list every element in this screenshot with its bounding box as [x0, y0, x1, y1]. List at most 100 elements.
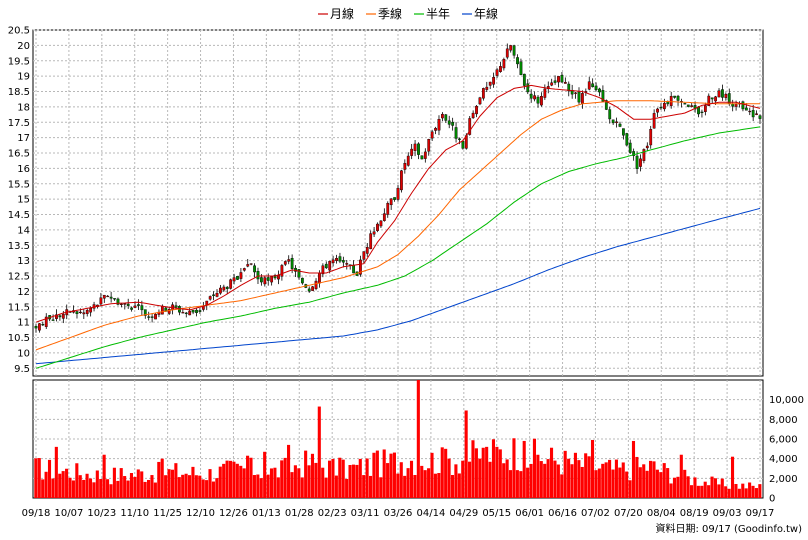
candle-body — [461, 141, 465, 149]
volume-bar — [256, 474, 260, 498]
price-tick-label: 18 — [17, 102, 30, 113]
candle-body — [669, 95, 673, 106]
candle-body — [307, 288, 311, 292]
candle-body — [379, 220, 383, 227]
candle-body — [437, 119, 441, 131]
volume-bar — [594, 470, 598, 498]
candle-body — [34, 326, 38, 329]
candle-body — [444, 114, 448, 121]
candle-body — [314, 280, 318, 289]
candle-body — [615, 121, 618, 123]
candle-body — [140, 305, 144, 311]
candle-body — [748, 110, 752, 113]
candle-body — [710, 97, 714, 100]
x-tick-label: 01/13 — [252, 508, 281, 519]
price-tick-label: 18.5 — [8, 87, 30, 98]
price-tick-label: 13.5 — [8, 241, 30, 252]
candle-body — [481, 88, 485, 99]
volume-bar — [235, 463, 239, 498]
candle-body — [581, 93, 584, 104]
price-tick-label: 17 — [17, 133, 30, 144]
volume-bar — [474, 448, 478, 498]
volume-bar — [297, 468, 301, 498]
volume-bar — [406, 468, 410, 498]
volume-bar — [167, 469, 171, 498]
x-tick-label: 11/10 — [120, 508, 149, 519]
candle-body — [423, 151, 427, 159]
price-tick-label: 16.5 — [8, 149, 30, 160]
x-tick-label: 07/20 — [614, 508, 643, 519]
volume-bar — [515, 470, 519, 498]
volume-bar — [505, 459, 509, 498]
candle-body — [396, 187, 400, 200]
x-tick-label: 03/11 — [351, 508, 380, 519]
volume-tick-label: 0 — [769, 494, 775, 505]
volume-bar — [37, 458, 41, 498]
volume-bar — [649, 460, 653, 498]
volume-bar — [683, 469, 687, 498]
candle-body — [587, 81, 591, 90]
candle-body — [475, 105, 478, 115]
volume-bar — [748, 482, 752, 498]
price-tick-label: 12 — [17, 287, 30, 298]
volume-bar — [314, 462, 318, 498]
volume-bar — [68, 477, 72, 498]
volume-bar — [717, 484, 721, 498]
volume-bar — [399, 462, 403, 498]
candle-body — [242, 268, 246, 271]
candle-body — [533, 95, 536, 100]
candle-body — [150, 316, 154, 318]
volume-bar — [392, 452, 396, 498]
volume-bar — [358, 458, 362, 498]
volume-bar — [198, 475, 202, 498]
candle-body — [270, 276, 274, 283]
volume-bar — [65, 468, 69, 498]
volume-bar — [700, 485, 704, 498]
volume-bar — [191, 466, 195, 498]
volume-bar — [512, 438, 516, 498]
candle-body — [126, 303, 130, 306]
volume-bar — [54, 446, 58, 498]
candle-body — [283, 261, 287, 265]
candle-body — [639, 158, 642, 167]
candle-body — [741, 101, 745, 110]
candle-body — [75, 311, 79, 314]
candle-body — [328, 260, 332, 271]
data-date-footer: 資料日期: 09/17 (Goodinfo.tw) — [655, 522, 802, 535]
volume-bar — [300, 477, 304, 498]
volume-bar — [205, 480, 209, 498]
volume-bar — [211, 481, 215, 498]
volume-bar — [491, 439, 496, 498]
legend-label: 季線 — [378, 6, 402, 21]
candle-body — [263, 277, 267, 285]
volume-bar — [713, 478, 718, 498]
candle-body — [273, 275, 277, 279]
volume-bar — [82, 479, 86, 498]
volume-bar — [659, 472, 663, 498]
candle-body — [686, 104, 690, 107]
candle-body — [441, 113, 444, 119]
x-tick-label: 09/18 — [22, 508, 51, 519]
volume-bar — [126, 480, 130, 498]
volume-bar — [116, 480, 120, 498]
volume-bar — [58, 473, 62, 498]
candle-body — [372, 231, 376, 235]
candle-body — [512, 45, 516, 56]
candle-body — [154, 314, 157, 320]
volume-bar — [662, 463, 666, 498]
candle-body — [420, 155, 424, 160]
volume-bar — [703, 481, 707, 498]
candle-body — [359, 259, 362, 275]
volume-bar — [754, 488, 758, 498]
legend: 月線 季線 半年 年線 — [318, 6, 498, 21]
volume-bar — [546, 459, 550, 498]
volume-bar — [34, 458, 38, 498]
candle-body — [560, 75, 564, 83]
volume-bar — [47, 459, 52, 498]
candle-body — [451, 121, 455, 126]
volume-bar — [187, 475, 192, 498]
volume-bar — [655, 469, 659, 498]
candle-body — [232, 277, 236, 282]
volume-bar — [78, 475, 82, 498]
volume-bar — [696, 485, 700, 498]
